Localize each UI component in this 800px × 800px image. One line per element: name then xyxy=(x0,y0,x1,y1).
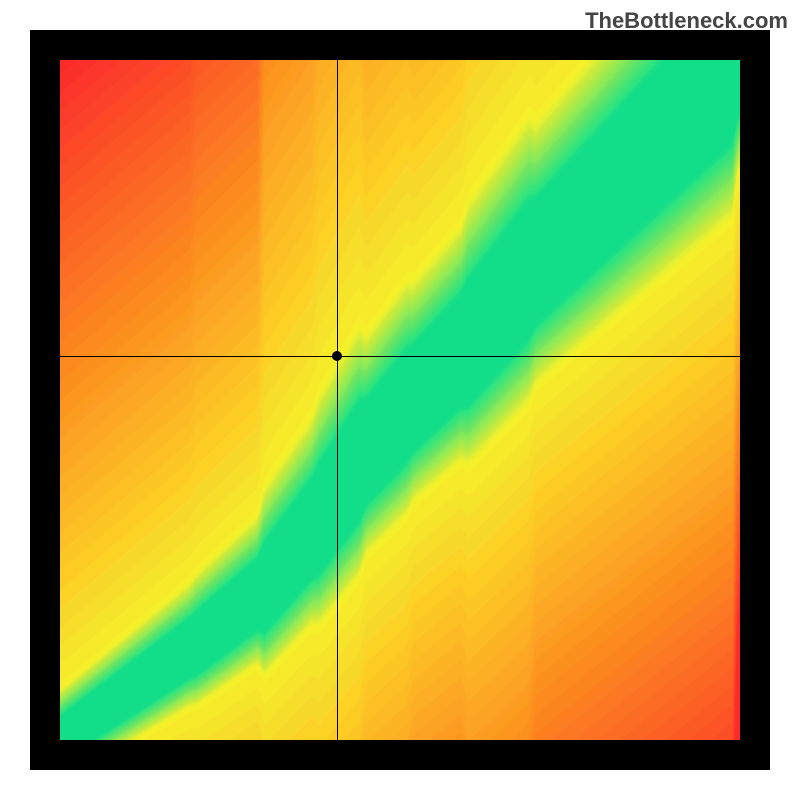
plot-area xyxy=(60,60,740,740)
figure-container: TheBottleneck.com xyxy=(0,0,800,800)
crosshair-vertical xyxy=(337,60,338,740)
watermark-text: TheBottleneck.com xyxy=(585,8,788,34)
heatmap-canvas xyxy=(60,60,740,740)
crosshair-marker-dot xyxy=(332,351,342,361)
plot-outer-frame xyxy=(30,30,770,770)
crosshair-horizontal xyxy=(60,356,740,357)
